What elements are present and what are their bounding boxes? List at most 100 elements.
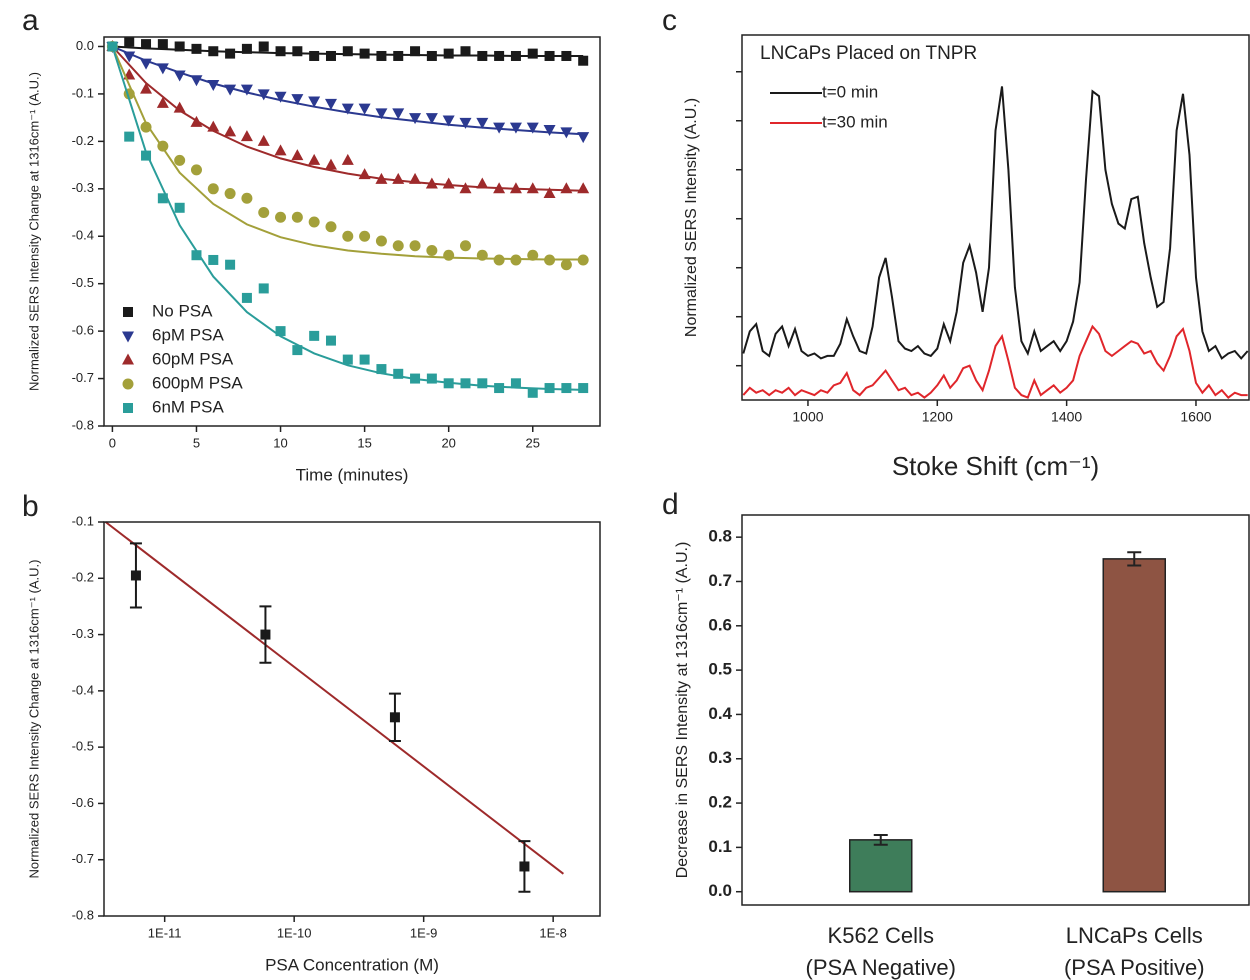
- marker: [258, 207, 270, 219]
- marker: [358, 103, 371, 115]
- y-tick-label: -0.6: [72, 323, 94, 338]
- marker: [240, 84, 253, 96]
- marker: [561, 383, 572, 394]
- x-tick-label: 15: [357, 435, 371, 450]
- error-bar: [1127, 551, 1142, 567]
- marker: [257, 134, 270, 146]
- legend-label: 6pM PSA: [152, 325, 224, 344]
- marker: [477, 378, 488, 389]
- marker: [561, 50, 572, 61]
- marker: [375, 172, 388, 184]
- marker: [493, 182, 506, 194]
- marker: [460, 378, 471, 389]
- y-tick-label: 0.6: [708, 615, 732, 634]
- marker: [442, 115, 455, 127]
- y-tick-label: 0.0: [708, 881, 732, 900]
- marker: [526, 122, 539, 134]
- fit-curve: [111, 46, 584, 391]
- marker: [392, 240, 404, 252]
- marker: [578, 383, 589, 394]
- marker: [325, 335, 336, 346]
- marker: [494, 383, 505, 394]
- y-tick-label: -0.1: [72, 513, 94, 528]
- marker: [443, 249, 455, 261]
- x-tick-label: 1E-9: [410, 925, 437, 940]
- marker: [443, 48, 454, 59]
- marker: [393, 368, 404, 379]
- x-tick-label: 1E-8: [539, 925, 566, 940]
- marker: [140, 121, 152, 133]
- marker: [173, 70, 186, 82]
- y-tick-label: 0.7: [708, 571, 732, 590]
- category-label: LNCaPs Cells: [1066, 923, 1203, 948]
- x-tick-label: 1600: [1180, 409, 1211, 425]
- panel-label: d: [662, 488, 679, 521]
- marker: [341, 153, 354, 165]
- marker: [241, 292, 252, 303]
- y-tick-label: 0.4: [708, 704, 732, 723]
- marker: [157, 39, 168, 50]
- x-tick-label: 5: [193, 435, 200, 450]
- y-tick-label: -0.7: [72, 851, 94, 866]
- marker: [409, 113, 422, 125]
- marker: [477, 50, 488, 61]
- y-tick-label: 0.1: [708, 837, 732, 856]
- marker: [174, 202, 185, 213]
- legend-marker: [123, 403, 133, 413]
- category-label: (PSA Positive): [1064, 955, 1205, 980]
- legend-label: 600pM PSA: [152, 373, 243, 392]
- marker: [324, 158, 337, 170]
- y-tick-label: -0.2: [72, 133, 94, 148]
- marker: [410, 46, 421, 57]
- marker: [157, 140, 169, 152]
- marker: [560, 127, 573, 139]
- marker: [308, 96, 321, 108]
- marker: [207, 183, 219, 195]
- marker: [459, 117, 472, 129]
- y-tick-label: 0.5: [708, 660, 732, 679]
- marker: [342, 354, 353, 365]
- marker: [207, 120, 220, 132]
- marker: [527, 249, 539, 261]
- marker: [275, 211, 287, 223]
- panel-label: b: [22, 490, 39, 523]
- marker: [224, 125, 237, 137]
- marker: [459, 240, 471, 252]
- marker: [174, 154, 186, 166]
- category-label: (PSA Negative): [806, 955, 956, 980]
- marker: [577, 132, 590, 144]
- y-tick-label: -0.8: [72, 907, 94, 922]
- marker: [560, 259, 572, 271]
- y-tick-label: -0.7: [72, 370, 94, 385]
- marker: [358, 168, 371, 180]
- marker: [544, 254, 556, 266]
- marker: [124, 131, 135, 142]
- marker: [124, 36, 135, 47]
- error-bar: [873, 833, 888, 846]
- y-tick-label: 0.8: [708, 527, 732, 546]
- x-tick-label: 1400: [1051, 409, 1082, 425]
- marker: [141, 150, 152, 161]
- marker: [325, 221, 337, 233]
- marker: [275, 46, 286, 57]
- plot-frame: [103, 36, 601, 427]
- y-tick-label: -0.5: [72, 275, 94, 290]
- marker: [257, 89, 270, 101]
- marker: [510, 254, 522, 266]
- y-tick-label: 0.3: [708, 748, 732, 767]
- marker: [459, 182, 472, 194]
- legend-label: t=0 min: [822, 82, 878, 101]
- marker: [393, 50, 404, 61]
- legend-marker: [122, 353, 134, 365]
- marker: [544, 383, 555, 394]
- marker: [291, 211, 303, 223]
- y-axis-label: Decrease in SERS Intensity at 1316cm⁻¹ (…: [674, 542, 691, 879]
- y-tick-label: -0.3: [72, 626, 94, 641]
- marker: [509, 122, 522, 134]
- marker: [442, 177, 455, 189]
- marker: [544, 50, 555, 61]
- marker: [208, 46, 219, 57]
- legend-marker: [122, 378, 134, 390]
- marker: [191, 43, 202, 54]
- marker: [274, 144, 287, 156]
